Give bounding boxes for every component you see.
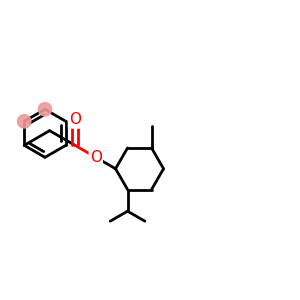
Circle shape: [38, 103, 52, 116]
Text: O: O: [90, 150, 102, 165]
Circle shape: [17, 115, 31, 128]
Text: O: O: [69, 112, 81, 128]
